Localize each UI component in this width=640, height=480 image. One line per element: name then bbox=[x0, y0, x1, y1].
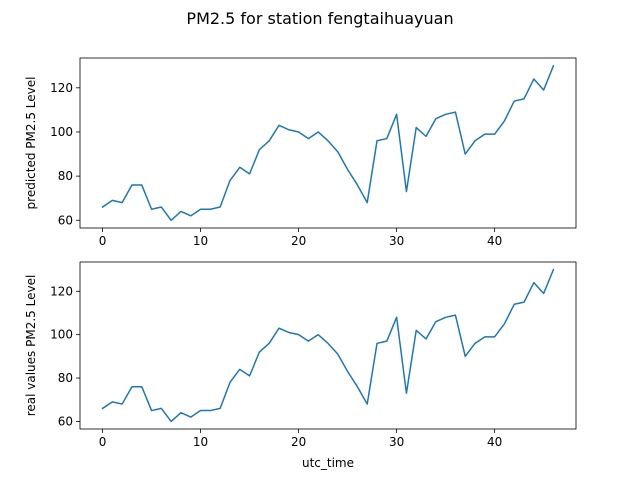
real-x-tick-label: 0 bbox=[99, 435, 107, 449]
predicted-axes-frame bbox=[79, 57, 577, 229]
real-x-axis-label: utc_time bbox=[302, 456, 354, 470]
real-series-line bbox=[101, 268, 555, 423]
real-x-tick-label: 40 bbox=[487, 435, 502, 449]
real-y-axis-label: real values PM2.5 Level bbox=[24, 275, 38, 417]
real-y-tick-label: 80 bbox=[58, 371, 73, 385]
real-axes-frame bbox=[79, 261, 577, 430]
figure-title: PM2.5 for station fengtaihuayuan bbox=[186, 9, 453, 28]
predicted-subplot: 0 10 20 30 40 60 80 100 120 predicted PM2.5 Level bbox=[24, 57, 577, 248]
predicted-x-tick-label: 30 bbox=[389, 234, 404, 248]
predicted-x-tick-label: 0 bbox=[99, 234, 107, 248]
predicted-x-tick-label: 10 bbox=[193, 234, 208, 248]
predicted-y-tick-label: 60 bbox=[58, 213, 73, 227]
real-x-tick-label: 30 bbox=[389, 435, 404, 449]
predicted-x-tick-label: 40 bbox=[487, 234, 502, 248]
predicted-y-axis-label: predicted PM2.5 Level bbox=[24, 77, 38, 210]
real-x-tick-label: 20 bbox=[291, 435, 306, 449]
real-y-tick-label: 100 bbox=[50, 328, 73, 342]
predicted-y-tick-label: 80 bbox=[58, 169, 73, 183]
real-y-tick-label: 120 bbox=[50, 284, 73, 298]
predicted-series-line bbox=[101, 64, 555, 222]
real-subplot: 0 10 20 30 40 60 80 100 120 real values PM2.5 Lev… bbox=[24, 261, 577, 470]
real-y-tick-label: 60 bbox=[58, 414, 73, 428]
predicted-y-tick-label: 120 bbox=[50, 81, 73, 95]
predicted-y-tick-label: 100 bbox=[50, 125, 73, 139]
predicted-x-tick-label: 20 bbox=[291, 234, 306, 248]
real-x-tick-label: 10 bbox=[193, 435, 208, 449]
